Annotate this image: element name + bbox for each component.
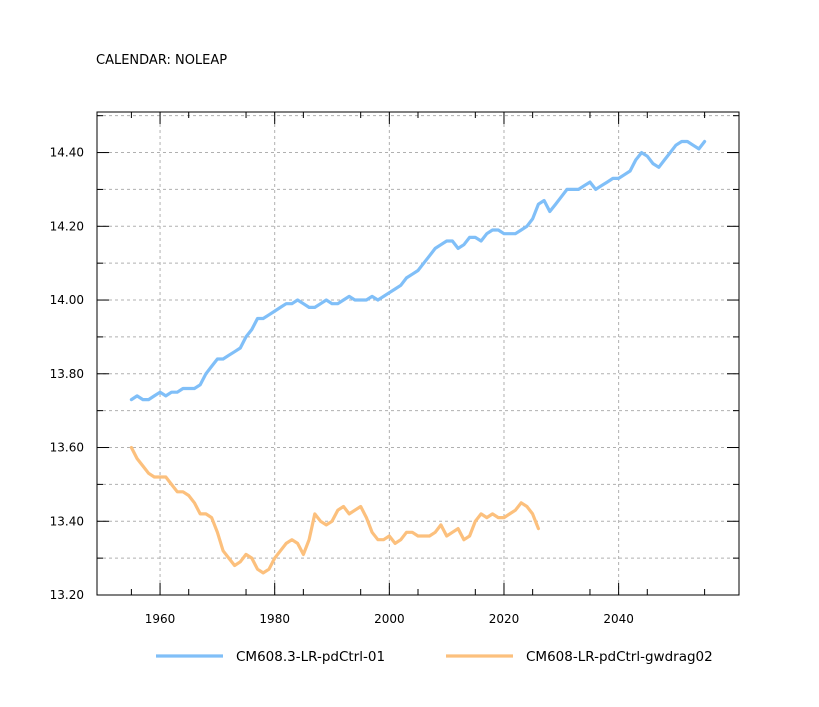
x-tick-label: 2020 [489, 612, 520, 626]
x-tick-label: 2000 [374, 612, 405, 626]
y-tick-label: 13.40 [50, 514, 84, 528]
plot-frame [96, 111, 740, 596]
y-tick-label: 13.20 [50, 588, 84, 602]
legend-label-1: CM608.3-LR-pdCtrl-01 [236, 649, 385, 665]
y-tick-label: 14.00 [50, 293, 84, 307]
x-tick-label: 1960 [145, 612, 176, 626]
x-tick-label: 2040 [603, 612, 634, 626]
series-line-1 [129, 139, 707, 402]
axis-ticks: 1960 1980 2000 2020 2040 13.20 13.40 13.60 13.80… [50, 112, 739, 626]
series-line-2 [129, 445, 541, 575]
chart-title: CALENDAR: NOLEAP [96, 53, 227, 68]
gridlines [97, 112, 739, 595]
y-tick-label: 13.60 [50, 441, 84, 455]
y-tick-label: 14.40 [50, 146, 84, 160]
y-tick-label: 13.80 [50, 367, 84, 381]
x-tick-label: 1980 [259, 612, 290, 626]
y-tick-label: 14.20 [50, 219, 84, 233]
legend: CM608.3-LR-pdCtrl-01 CM608-LR-pdCtrl-gwdr… [156, 649, 713, 665]
series-lines [129, 139, 707, 575]
legend-label-2: CM608-LR-pdCtrl-gwdrag02 [526, 649, 713, 665]
